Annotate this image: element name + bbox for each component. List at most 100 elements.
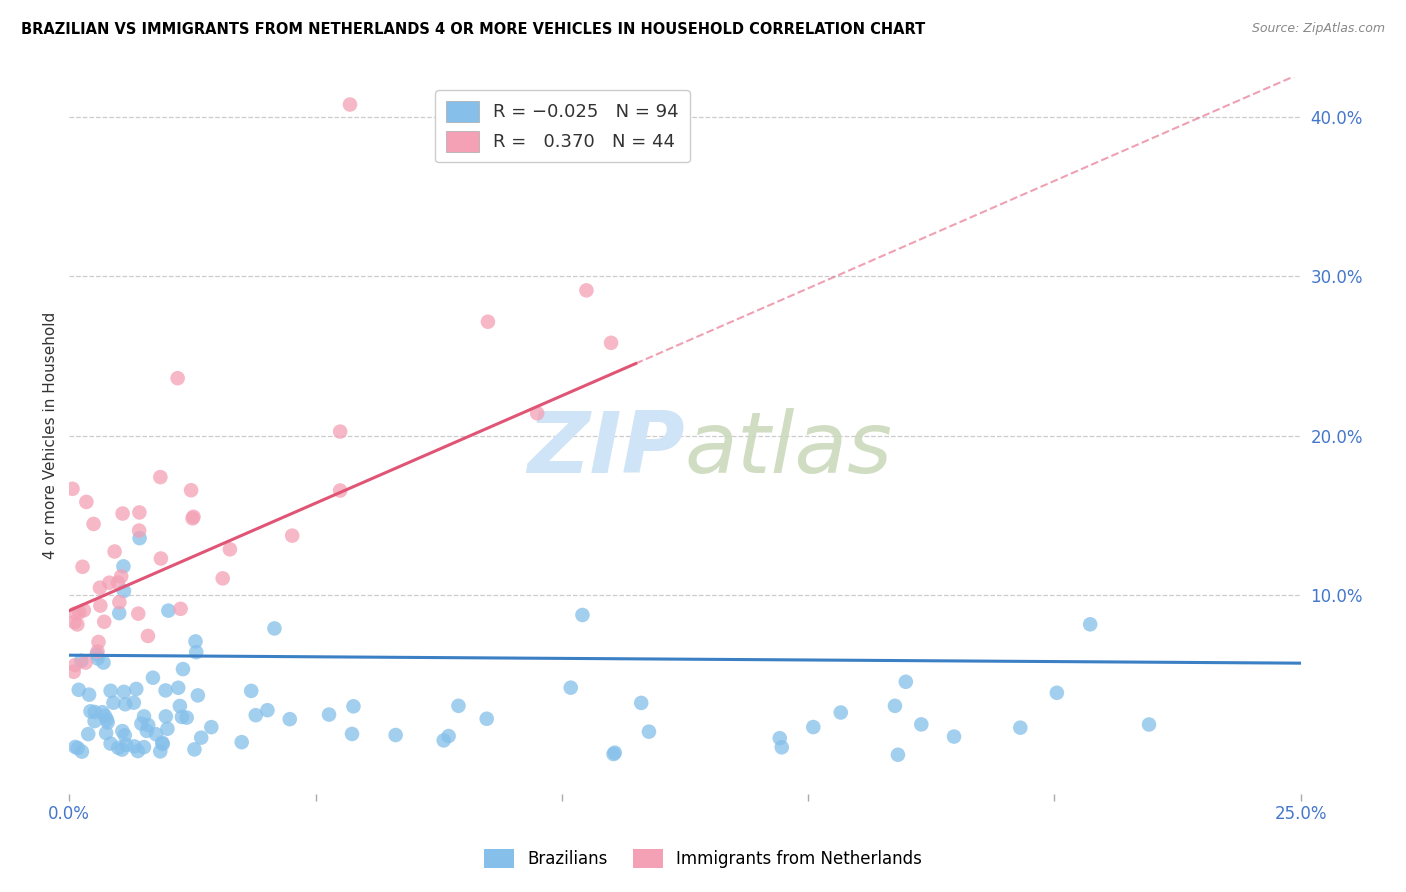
- Point: [437, 729, 460, 743]
- Point: [887, 747, 910, 762]
- Point: [256, 703, 278, 717]
- Point: [94, 709, 117, 723]
- Point: [1010, 721, 1032, 735]
- Point: [108, 606, 131, 620]
- Point: [72, 559, 94, 574]
- Point: [281, 529, 304, 543]
- Point: [66, 741, 89, 756]
- Point: [97, 715, 120, 730]
- Point: [318, 707, 340, 722]
- Text: Source: ZipAtlas.com: Source: ZipAtlas.com: [1251, 22, 1385, 36]
- Legend: Brazilians, Immigrants from Netherlands: Brazilians, Immigrants from Netherlands: [478, 842, 928, 875]
- Point: [65, 739, 87, 754]
- Point: [122, 696, 145, 710]
- Legend: R = −0.025   N = 94, R =   0.370   N = 44: R = −0.025 N = 94, R = 0.370 N = 44: [436, 90, 689, 162]
- Point: [152, 737, 174, 751]
- Point: [600, 335, 623, 350]
- Point: [127, 607, 149, 621]
- Point: [149, 470, 172, 484]
- Point: [157, 604, 180, 618]
- Point: [384, 728, 406, 742]
- Point: [103, 696, 125, 710]
- Point: [190, 731, 212, 745]
- Point: [63, 615, 86, 630]
- Point: [560, 681, 582, 695]
- Point: [83, 705, 105, 719]
- Point: [115, 738, 138, 752]
- Point: [183, 742, 205, 756]
- Point: [155, 683, 177, 698]
- Point: [111, 742, 134, 756]
- Point: [128, 505, 150, 519]
- Point: [87, 635, 110, 649]
- Point: [132, 709, 155, 723]
- Point: [86, 648, 108, 662]
- Point: [63, 658, 86, 673]
- Point: [211, 571, 233, 585]
- Point: [602, 747, 624, 761]
- Text: BRAZILIAN VS IMMIGRANTS FROM NETHERLANDS 4 OR MORE VEHICLES IN HOUSEHOLD CORRELA: BRAZILIAN VS IMMIGRANTS FROM NETHERLANDS…: [21, 22, 925, 37]
- Point: [89, 581, 111, 595]
- Point: [104, 544, 127, 558]
- Point: [200, 720, 222, 734]
- Point: [125, 681, 148, 696]
- Point: [91, 705, 114, 719]
- Point: [77, 727, 100, 741]
- Point: [122, 739, 145, 754]
- Point: [94, 726, 117, 740]
- Point: [73, 603, 96, 617]
- Point: [86, 644, 108, 658]
- Point: [127, 744, 149, 758]
- Point: [75, 495, 97, 509]
- Point: [170, 710, 193, 724]
- Point: [245, 708, 267, 723]
- Point: [107, 575, 129, 590]
- Point: [575, 284, 598, 298]
- Point: [112, 559, 135, 574]
- Point: [136, 718, 159, 732]
- Point: [176, 711, 198, 725]
- Point: [62, 482, 84, 496]
- Point: [884, 698, 907, 713]
- Point: [93, 615, 115, 629]
- Point: [830, 706, 852, 720]
- Point: [801, 720, 824, 734]
- Point: [770, 740, 793, 755]
- Point: [526, 406, 548, 420]
- Point: [96, 713, 118, 727]
- Point: [135, 723, 157, 738]
- Point: [166, 371, 188, 385]
- Point: [67, 605, 90, 619]
- Point: [186, 645, 208, 659]
- Point: [136, 629, 159, 643]
- Point: [172, 662, 194, 676]
- Point: [571, 607, 593, 622]
- Point: [630, 696, 652, 710]
- Point: [128, 524, 150, 538]
- Point: [107, 740, 129, 755]
- Point: [180, 483, 202, 498]
- Point: [447, 698, 470, 713]
- Point: [62, 665, 84, 679]
- Point: [187, 689, 209, 703]
- Point: [167, 681, 190, 695]
- Point: [240, 684, 263, 698]
- Point: [184, 634, 207, 648]
- Point: [100, 683, 122, 698]
- Point: [100, 737, 122, 751]
- Point: [145, 727, 167, 741]
- Point: [83, 516, 105, 531]
- Point: [114, 728, 136, 742]
- Point: [131, 716, 153, 731]
- Point: [769, 731, 792, 746]
- Text: ZIP: ZIP: [527, 409, 685, 491]
- Point: [342, 699, 364, 714]
- Point: [70, 654, 93, 668]
- Point: [132, 740, 155, 755]
- Point: [108, 595, 131, 609]
- Point: [111, 507, 134, 521]
- Point: [603, 746, 626, 760]
- Point: [477, 315, 499, 329]
- Point: [339, 97, 361, 112]
- Point: [110, 569, 132, 583]
